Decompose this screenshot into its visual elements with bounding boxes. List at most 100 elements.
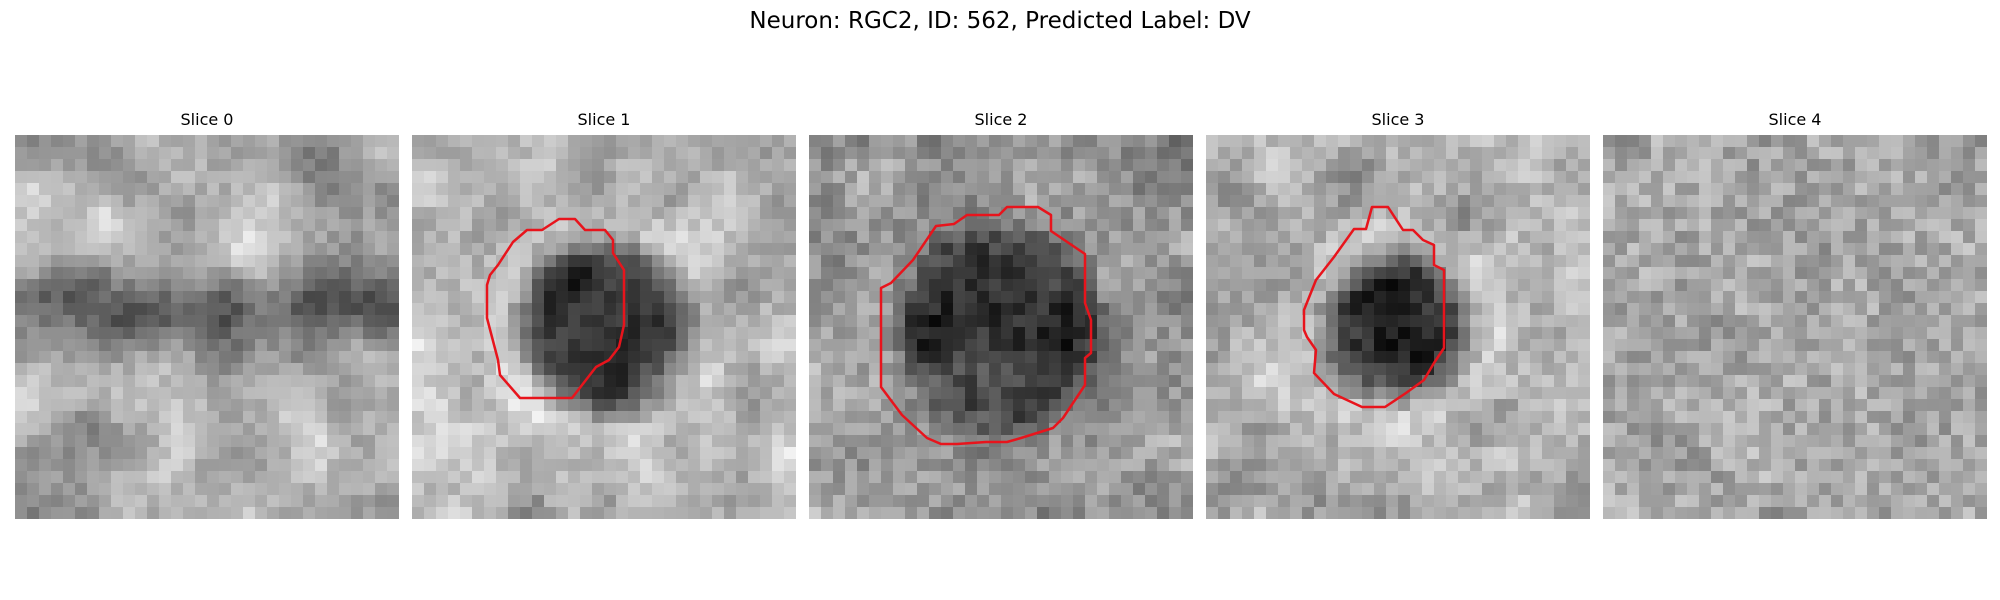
pixel — [1133, 507, 1145, 519]
pixel — [387, 303, 399, 315]
pixel — [881, 327, 893, 339]
pixel — [592, 351, 604, 363]
pixel — [1927, 399, 1939, 411]
pixel — [375, 447, 387, 459]
pixel — [436, 231, 448, 243]
pixel — [508, 471, 520, 483]
pixel — [1566, 363, 1578, 375]
pixel — [75, 267, 87, 279]
pixel — [809, 435, 821, 447]
pixel — [135, 435, 147, 447]
pixel — [1603, 411, 1615, 423]
pixel — [688, 459, 700, 471]
pixel — [1181, 471, 1193, 483]
pixel — [604, 483, 616, 495]
pixel — [484, 195, 496, 207]
pixel — [111, 291, 123, 303]
pixel — [1615, 219, 1627, 231]
pixel — [712, 243, 724, 255]
pixel — [869, 171, 881, 183]
pixel — [1061, 303, 1073, 315]
pixel — [1061, 339, 1073, 351]
pixel — [1759, 387, 1771, 399]
pixel — [1290, 471, 1302, 483]
pixel — [387, 507, 399, 519]
pixel — [1037, 159, 1049, 171]
pixel — [1542, 231, 1554, 243]
pixel — [1278, 279, 1290, 291]
pixel — [724, 411, 736, 423]
pixel — [1278, 327, 1290, 339]
pixel — [640, 135, 652, 147]
pixel — [664, 183, 676, 195]
pixel — [1001, 159, 1013, 171]
pixel — [905, 399, 917, 411]
pixel — [592, 279, 604, 291]
pixel — [724, 375, 736, 387]
pixel — [1891, 147, 1903, 159]
pixel — [219, 447, 231, 459]
pixel — [1963, 279, 1975, 291]
pixel — [784, 291, 796, 303]
pixel — [1530, 279, 1542, 291]
pixel — [1350, 471, 1362, 483]
pixel — [736, 159, 748, 171]
pixel — [1157, 387, 1169, 399]
pixel — [1831, 183, 1843, 195]
pixel — [1687, 267, 1699, 279]
pixel — [1218, 375, 1230, 387]
pixel — [592, 291, 604, 303]
pixel — [291, 159, 303, 171]
pixel — [1542, 435, 1554, 447]
pixel — [1879, 159, 1891, 171]
pixel — [1290, 195, 1302, 207]
pixel — [1326, 207, 1338, 219]
pixel — [1879, 387, 1891, 399]
pixel — [580, 303, 592, 315]
pixel — [881, 375, 893, 387]
pixel — [1446, 495, 1458, 507]
pixel — [1181, 243, 1193, 255]
pixel — [87, 315, 99, 327]
pixel — [63, 219, 75, 231]
pixel — [195, 159, 207, 171]
pixel — [412, 339, 424, 351]
pixel — [736, 351, 748, 363]
pixel — [1867, 159, 1879, 171]
pixel — [965, 243, 977, 255]
pixel — [207, 171, 219, 183]
pixel — [857, 363, 869, 375]
pixel — [772, 507, 784, 519]
pixel — [339, 423, 351, 435]
pixel — [207, 363, 219, 375]
pixel — [1819, 255, 1831, 267]
pixel — [1566, 171, 1578, 183]
pixel — [1145, 339, 1157, 351]
pixel — [207, 159, 219, 171]
pixel — [604, 183, 616, 195]
pixel — [448, 207, 460, 219]
pixel — [1566, 231, 1578, 243]
pixel — [291, 423, 303, 435]
pixel — [87, 207, 99, 219]
pixel — [339, 267, 351, 279]
pixel — [1711, 411, 1723, 423]
pixel — [544, 135, 556, 147]
pixel — [604, 375, 616, 387]
pixel — [1903, 195, 1915, 207]
pixel — [700, 507, 712, 519]
pixel — [1326, 399, 1338, 411]
pixel — [1109, 243, 1121, 255]
pixel — [953, 255, 965, 267]
pixel — [556, 255, 568, 267]
pixel — [183, 399, 195, 411]
pixel — [1735, 147, 1747, 159]
pixel — [977, 327, 989, 339]
pixel — [1085, 267, 1097, 279]
pixel — [1795, 195, 1807, 207]
pixel — [99, 351, 111, 363]
pixel — [1206, 255, 1218, 267]
pixel — [1783, 315, 1795, 327]
pixel — [219, 255, 231, 267]
pixel — [1230, 483, 1242, 495]
